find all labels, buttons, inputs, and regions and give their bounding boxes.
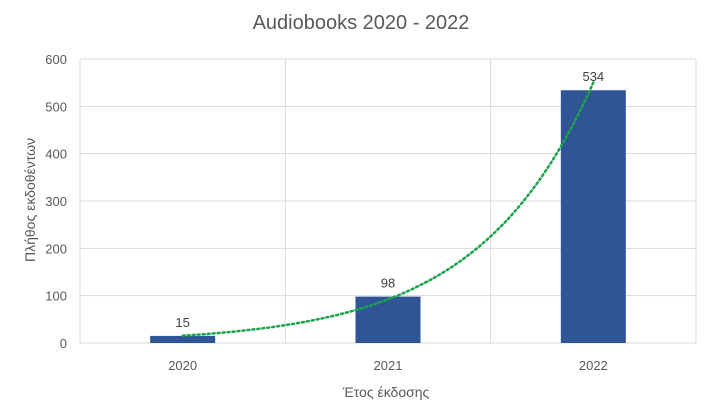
x-axis-ticks: 2020 2021 2022 (168, 358, 608, 373)
bar (150, 335, 216, 343)
y-tick-label: 200 (45, 241, 67, 256)
data-label: 15 (175, 315, 189, 330)
data-label: 534 (582, 69, 604, 84)
bar (355, 296, 421, 343)
y-tick-label: 0 (60, 336, 67, 351)
x-axis-title: Έτος έκδοσης (342, 384, 430, 400)
y-axis-ticks: 0 100 200 300 400 500 600 (45, 52, 67, 351)
x-tick-label: 2020 (168, 358, 197, 373)
trendline-layer (181, 81, 595, 337)
y-tick-label: 500 (45, 99, 67, 114)
x-tick-label: 2022 (579, 358, 608, 373)
y-tick-label: 600 (45, 52, 67, 67)
y-axis-title: Πλήθος εκδοθέντων (22, 138, 38, 262)
x-tick-label: 2021 (374, 358, 403, 373)
bar (560, 90, 626, 344)
data-label: 98 (381, 276, 395, 291)
chart-title: Audiobooks 2020 - 2022 (253, 12, 470, 34)
y-tick-label: 300 (45, 194, 67, 209)
data-labels-layer: 15 98 534 (175, 69, 604, 330)
grid-layer (79, 58, 697, 344)
bars-layer (150, 90, 626, 344)
trendline (181, 81, 595, 337)
y-tick-label: 400 (45, 147, 67, 162)
y-tick-label: 100 (45, 289, 67, 304)
